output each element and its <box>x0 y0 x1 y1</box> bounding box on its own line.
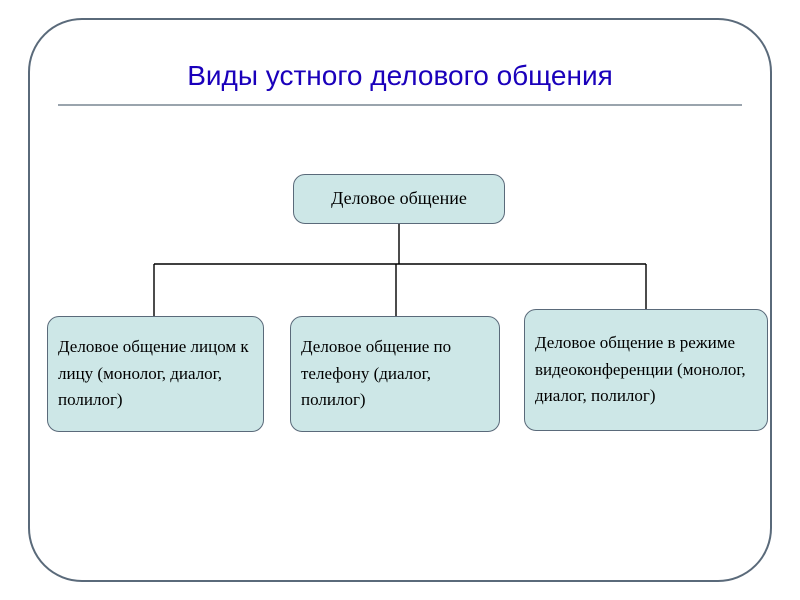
child-node-1-label: Деловое общение лицом к лицу (монолог, д… <box>58 334 253 413</box>
root-node-label: Деловое общение <box>331 185 467 213</box>
slide-title: Виды устного делового общения <box>0 60 800 92</box>
root-node: Деловое общение <box>293 174 505 224</box>
child-node-3-label: Деловое общение в режиме видеоконференци… <box>535 330 757 409</box>
slide-frame <box>28 18 772 582</box>
title-underline <box>58 104 742 106</box>
child-node-2: Деловое общение по телефону (диалог, пол… <box>290 316 500 432</box>
child-node-1: Деловое общение лицом к лицу (монолог, д… <box>47 316 264 432</box>
child-node-3: Деловое общение в режиме видеоконференци… <box>524 309 768 431</box>
child-node-2-label: Деловое общение по телефону (диалог, пол… <box>301 334 489 413</box>
